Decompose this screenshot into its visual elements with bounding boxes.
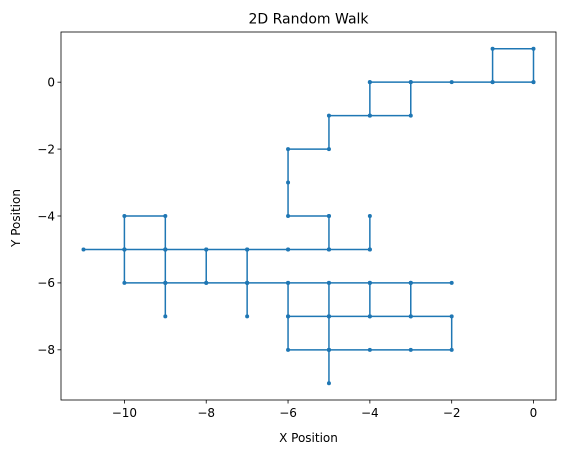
data-point <box>449 347 454 352</box>
data-point <box>163 280 168 285</box>
x-tick-label: −6 <box>279 406 297 420</box>
data-point <box>367 347 372 352</box>
y-axis-label: Y Position <box>9 189 23 248</box>
data-point <box>367 247 372 252</box>
data-point <box>286 180 291 185</box>
data-point <box>326 347 331 352</box>
data-point <box>326 214 331 218</box>
data-point <box>326 280 331 285</box>
data-point <box>245 314 250 319</box>
data-point <box>531 46 536 51</box>
x-tick-label: −2 <box>443 406 461 420</box>
data-point <box>408 80 413 85</box>
y-tick-label: −4 <box>37 209 55 223</box>
data-point <box>163 314 168 319</box>
data-point <box>286 347 291 352</box>
data-point <box>245 247 250 252</box>
y-tick-label: −8 <box>37 343 55 357</box>
data-point <box>408 113 413 118</box>
data-point <box>326 314 331 319</box>
data-point <box>81 247 86 252</box>
y-tick-label: −2 <box>37 142 55 156</box>
data-point <box>449 280 454 285</box>
data-point <box>408 314 413 319</box>
data-point <box>408 347 413 352</box>
data-point <box>367 214 372 218</box>
x-tick-label: −4 <box>361 406 379 420</box>
data-point <box>326 147 331 152</box>
x-tick-label: −8 <box>197 406 215 420</box>
data-point <box>449 314 454 319</box>
data-point <box>490 46 495 51</box>
data-point <box>286 280 291 285</box>
data-point <box>163 247 168 252</box>
data-point <box>286 214 291 218</box>
data-point <box>204 280 209 285</box>
chart-title: 2D Random Walk <box>248 12 369 28</box>
data-point <box>531 80 536 85</box>
data-point <box>408 280 413 285</box>
x-tick-label: −10 <box>112 406 137 420</box>
data-point <box>367 280 372 285</box>
data-point <box>326 381 331 386</box>
data-point <box>163 214 168 218</box>
data-point <box>122 280 127 285</box>
y-tick-label: 0 <box>47 75 55 89</box>
axes: −10 −8 −6 −4 −2 0 −8 −6 −4 −2 0 <box>37 31 557 420</box>
data-point <box>286 147 291 152</box>
x-tick-label: 0 <box>530 406 538 420</box>
data-point <box>367 314 372 319</box>
data-point <box>367 113 372 118</box>
data-point <box>449 80 454 85</box>
series-line <box>82 47 535 385</box>
data-point <box>490 80 495 85</box>
data-point <box>326 247 331 252</box>
data-point <box>245 280 250 285</box>
data-point <box>122 214 127 218</box>
data-point <box>286 314 291 319</box>
data-point <box>326 113 331 118</box>
data-point <box>204 247 209 252</box>
x-axis-label: X Position <box>279 431 338 445</box>
y-tick-label: −6 <box>37 276 55 290</box>
plot-area <box>81 46 536 386</box>
data-point <box>286 247 291 252</box>
data-point <box>122 247 127 252</box>
data-point <box>367 80 372 85</box>
